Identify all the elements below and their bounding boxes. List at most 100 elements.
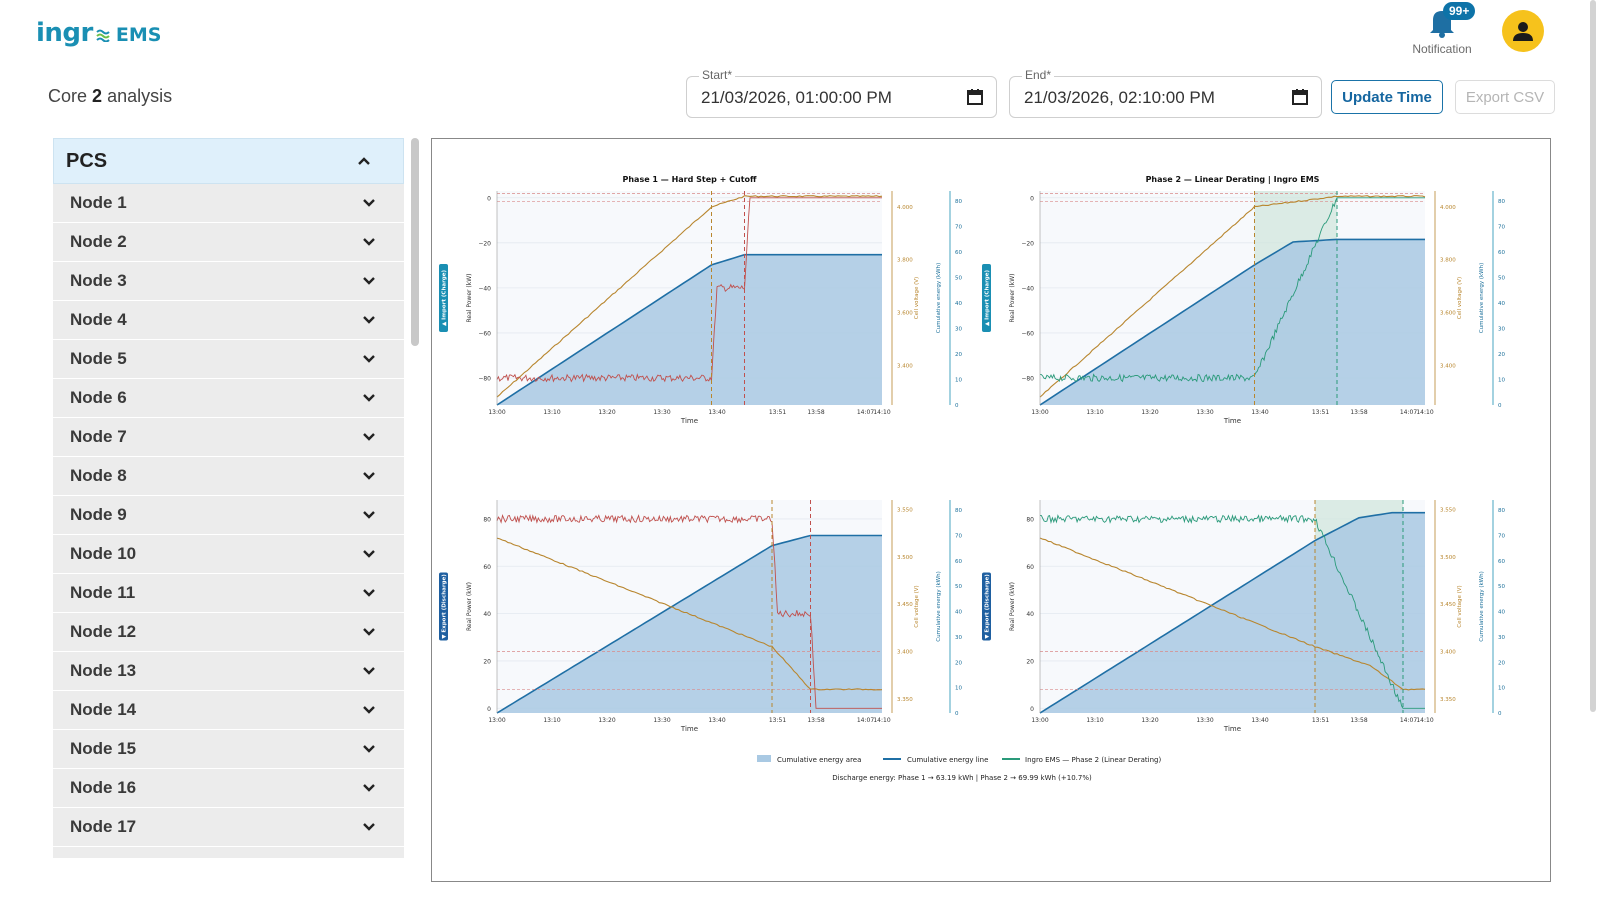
voltage-line bbox=[1039, 195, 1426, 398]
node-item[interactable]: Node 13 bbox=[53, 652, 404, 691]
start-value[interactable]: 21/03/2026, 01:00:00 PM bbox=[701, 88, 892, 107]
node-item[interactable]: Node 5 bbox=[53, 340, 404, 379]
node-item[interactable]: Node 18 bbox=[53, 847, 404, 858]
node-item[interactable]: Node 3 bbox=[53, 262, 404, 301]
subplot-2: 0 −20 −40 −60 −80 13:00 13:10 13:20 13:30 13:40 13… bbox=[982, 175, 1505, 425]
node-item[interactable]: Node 7 bbox=[53, 418, 404, 457]
node-item[interactable]: Node 8 bbox=[53, 457, 404, 496]
node-item[interactable]: Node 10 bbox=[53, 535, 404, 574]
chevron-down-icon[interactable] bbox=[362, 432, 376, 442]
energy-tick-label: 70 bbox=[955, 534, 962, 540]
chevron-down-icon[interactable] bbox=[362, 588, 376, 598]
chevron-down-icon[interactable] bbox=[362, 822, 376, 832]
chevron-up-icon[interactable] bbox=[357, 156, 371, 166]
energy-tick-label: 70 bbox=[1498, 225, 1505, 231]
x-tick-label: 13:10 bbox=[1086, 409, 1103, 416]
x-tick-label: 13:51 bbox=[1312, 409, 1329, 416]
node-label: Node 7 bbox=[70, 427, 127, 446]
voltage-tick-label: 4.000 bbox=[897, 205, 913, 211]
chevron-down-icon[interactable] bbox=[362, 744, 376, 754]
x-tick-label: 13:40 bbox=[708, 409, 725, 416]
user-avatar[interactable] bbox=[1502, 10, 1544, 52]
energy-tick-label: 80 bbox=[955, 199, 962, 205]
chevron-down-icon[interactable] bbox=[362, 510, 376, 520]
start-datetime-field[interactable]: Start* 21/03/2026, 01:00:00 PM bbox=[686, 68, 997, 118]
energy-tick-label: 30 bbox=[1498, 327, 1505, 333]
calendar-icon[interactable] bbox=[1291, 88, 1309, 106]
x-tick-label: 13:00 bbox=[1031, 717, 1048, 724]
pcs-accordion-header[interactable]: PCS bbox=[53, 138, 404, 184]
x-tick-label: 14:10 bbox=[873, 717, 890, 724]
notification-button[interactable]: 99+ Notification bbox=[1398, 2, 1486, 56]
x-axis-label: Time bbox=[680, 417, 698, 425]
x-tick-label: 14:10 bbox=[1416, 409, 1433, 416]
energy-line bbox=[1039, 238, 1425, 406]
chevron-down-icon[interactable] bbox=[362, 315, 376, 325]
chevron-down-icon[interactable] bbox=[362, 705, 376, 715]
x-tick-label: 13:20 bbox=[1141, 717, 1158, 724]
end-datetime-field[interactable]: End* 21/03/2026, 02:10:00 PM bbox=[1009, 68, 1322, 118]
chevron-down-icon[interactable] bbox=[362, 549, 376, 559]
energy-tick-label: 40 bbox=[1498, 610, 1505, 616]
chevron-down-icon[interactable] bbox=[362, 627, 376, 637]
node-list: Node 1 Node 2 Node 3 Node 4 Node 5 Node 6 Node… bbox=[53, 184, 404, 858]
node-item[interactable]: Node 6 bbox=[53, 379, 404, 418]
export-csv-button[interactable]: Export CSV bbox=[1455, 80, 1555, 114]
node-item[interactable]: Node 15 bbox=[53, 730, 404, 769]
energy-axis-label: Cumulative energy (kWh) bbox=[936, 263, 942, 333]
x-tick-label: 13:20 bbox=[1141, 409, 1158, 416]
x-axis-label: Time bbox=[1223, 725, 1241, 733]
node-item[interactable]: Node 14 bbox=[53, 691, 404, 730]
sidebar-scrollbar[interactable] bbox=[411, 138, 419, 346]
x-tick-label: 14:10 bbox=[1416, 717, 1433, 724]
chevron-down-icon[interactable] bbox=[362, 354, 376, 364]
chevron-down-icon[interactable] bbox=[362, 471, 376, 481]
page-title-suffix: analysis bbox=[107, 86, 173, 106]
chevron-down-icon[interactable] bbox=[362, 198, 376, 208]
energy-tick-label: 20 bbox=[1498, 660, 1505, 666]
logo-subtext: EMS bbox=[115, 24, 162, 46]
node-label: Node 3 bbox=[70, 271, 127, 290]
node-item[interactable]: Node 12 bbox=[53, 613, 404, 652]
update-time-button[interactable]: Update Time bbox=[1331, 80, 1443, 114]
app-logo[interactable]: ingr EMS bbox=[36, 18, 161, 48]
end-value[interactable]: 21/03/2026, 02:10:00 PM bbox=[1024, 88, 1215, 107]
node-item[interactable]: Node 16 bbox=[53, 769, 404, 808]
y-tick-label: −40 bbox=[1021, 285, 1034, 292]
node-item[interactable]: Node 2 bbox=[53, 223, 404, 262]
analysis-chart: 0 −20 −40 −60 −80 13:00 13:10 13:20 13:30 13:40 13… bbox=[439, 175, 1505, 782]
energy-area bbox=[497, 535, 882, 713]
x-tick-label: 13:51 bbox=[769, 717, 786, 724]
energy-line bbox=[496, 253, 882, 406]
x-axis-label: Time bbox=[680, 725, 698, 733]
node-label: Node 2 bbox=[70, 232, 127, 251]
chevron-down-icon[interactable] bbox=[362, 783, 376, 793]
energy-tick-label: 70 bbox=[1498, 534, 1505, 540]
x-tick-label: 14:10 bbox=[873, 409, 890, 416]
node-item[interactable]: Node 9 bbox=[53, 496, 404, 535]
chevron-down-icon[interactable] bbox=[362, 666, 376, 676]
chevron-down-icon[interactable] bbox=[362, 237, 376, 247]
chevron-down-icon[interactable] bbox=[362, 276, 376, 286]
node-item[interactable]: Node 1 bbox=[53, 184, 404, 223]
node-item[interactable]: Node 4 bbox=[53, 301, 404, 340]
y-tick-label: −60 bbox=[1021, 330, 1034, 337]
y-tick-label: 0 bbox=[1030, 706, 1034, 713]
x-tick-label: 13:51 bbox=[769, 409, 786, 416]
node-item[interactable]: Node 17 bbox=[53, 808, 404, 847]
legend-swatch-area bbox=[757, 755, 771, 762]
page-scrollbar[interactable] bbox=[1590, 0, 1596, 712]
energy-tick-label: 50 bbox=[955, 584, 962, 590]
y-axis-label: Real Power (kW) bbox=[1009, 582, 1016, 631]
y-tick-label: 20 bbox=[1026, 658, 1034, 665]
energy-axis-label: Cumulative energy (kWh) bbox=[1479, 571, 1485, 641]
chevron-down-icon[interactable] bbox=[362, 393, 376, 403]
calendar-icon[interactable] bbox=[966, 88, 984, 106]
energy-tick-label: 80 bbox=[1498, 508, 1505, 514]
page-title-prefix: Core bbox=[48, 86, 88, 106]
node-label: Node 14 bbox=[70, 700, 137, 719]
node-item[interactable]: Node 11 bbox=[53, 574, 404, 613]
y-axis-label: Real Power (kW) bbox=[1009, 274, 1016, 323]
energy-tick-label: 0 bbox=[1498, 711, 1502, 717]
x-tick-label: 14:07 bbox=[1400, 717, 1417, 724]
